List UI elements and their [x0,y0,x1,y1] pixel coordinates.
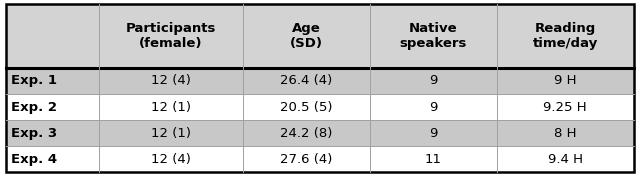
Text: 9.25 H: 9.25 H [543,100,587,114]
Text: 9 H: 9 H [554,74,576,87]
Text: Exp. 3: Exp. 3 [11,127,57,140]
Text: Native
speakers: Native speakers [399,22,467,50]
Text: 24.2 (8): 24.2 (8) [280,127,332,140]
Text: 8 H: 8 H [554,127,576,140]
Text: 9: 9 [429,74,437,87]
Text: 9: 9 [429,100,437,114]
Text: Age
(SD): Age (SD) [290,22,323,50]
Text: 26.4 (4): 26.4 (4) [280,74,332,87]
Text: 27.6 (4): 27.6 (4) [280,153,332,166]
Text: Participants
(female): Participants (female) [125,22,216,50]
Text: Exp. 1: Exp. 1 [11,74,57,87]
Text: Reading
time/day: Reading time/day [532,22,598,50]
Text: 11: 11 [424,153,442,166]
Text: 20.5 (5): 20.5 (5) [280,100,333,114]
Text: 9: 9 [429,127,437,140]
Text: Exp. 2: Exp. 2 [11,100,57,114]
Text: 12 (1): 12 (1) [151,100,191,114]
Text: 12 (4): 12 (4) [151,74,191,87]
Text: Exp. 4: Exp. 4 [11,153,57,166]
Text: 12 (1): 12 (1) [151,127,191,140]
Text: 12 (4): 12 (4) [151,153,191,166]
Text: 9.4 H: 9.4 H [548,153,582,166]
